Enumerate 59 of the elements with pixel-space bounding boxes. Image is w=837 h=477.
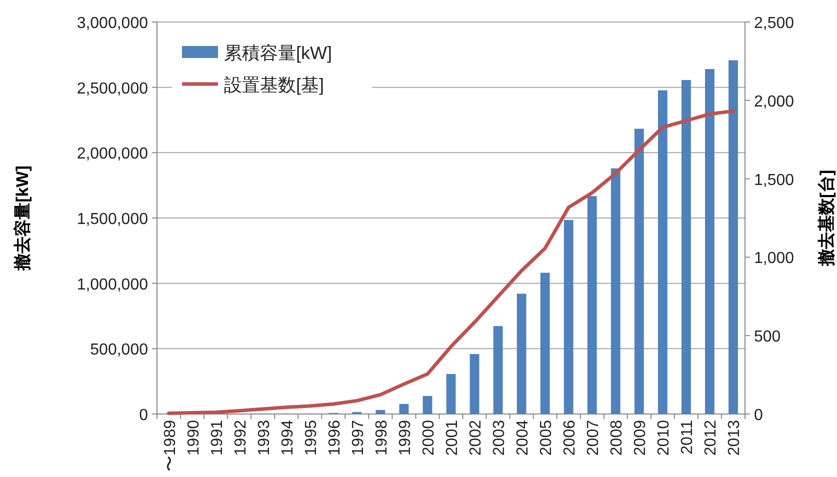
bar [610, 168, 620, 414]
y2-tick-label: 500 [754, 328, 781, 346]
x-tick-label: 1998 [373, 420, 390, 456]
x-tick-label: 2005 [538, 420, 556, 456]
bar [634, 128, 644, 414]
bar [540, 272, 550, 414]
y-tick-label: 0 [139, 407, 148, 424]
bar [587, 196, 597, 414]
y2-tick-label: 0 [754, 407, 763, 424]
y-tick-label: 2,500,000 [76, 80, 148, 98]
y-tick-label: 500,000 [90, 342, 148, 359]
x-tick-label: 2006 [562, 420, 579, 456]
x-tick-label: 1991 [208, 420, 226, 456]
x-tick-label: 2003 [491, 420, 508, 456]
bar [681, 80, 691, 414]
x-tick-label: 2002 [468, 420, 485, 456]
bar [728, 60, 738, 414]
bar [564, 220, 574, 414]
bar [516, 294, 526, 414]
y-axis-title: 撤去容量[kW] [13, 166, 32, 272]
y-tick-label: 2,000,000 [76, 146, 148, 163]
bar [705, 69, 714, 414]
x-tick-label: 1996 [326, 420, 344, 456]
x-tick-label: 2011 [679, 420, 696, 454]
x-tick-label: 2001 [444, 420, 461, 456]
bar [399, 404, 409, 414]
y2-tick-label: 2,500 [754, 15, 794, 32]
y2-tick-label: 1,500 [754, 172, 794, 189]
bar [493, 326, 503, 414]
x-tick-label: 1993 [256, 420, 273, 456]
x-tick-label: 1997 [350, 420, 367, 456]
x-tick-label: 1990 [185, 420, 202, 456]
x-tick-label: 2004 [514, 420, 532, 456]
y2-tick-label: 2,000 [754, 93, 794, 110]
bar [376, 410, 386, 414]
x-tick-label: 1999 [396, 420, 414, 456]
x-tick-label: 2007 [585, 420, 602, 456]
x-tick-label: 1992 [232, 420, 250, 456]
x-tick-label: 2010 [656, 420, 673, 456]
bar [658, 90, 668, 414]
x-tick-label: 1995 [302, 420, 320, 456]
bar [446, 374, 456, 414]
legend-label: 累積容量[kW] [224, 43, 332, 63]
x-tick-label: 1994 [279, 420, 296, 456]
y-tick-label: 1,000,000 [76, 276, 148, 294]
x-tick-label: 2009 [632, 420, 650, 456]
bar [422, 396, 432, 414]
y-tick-label: 3,000,000 [76, 15, 148, 32]
bar [470, 354, 480, 414]
y-tick-label: 1,500,000 [76, 211, 148, 228]
legend-label: 設置基数[基] [224, 75, 324, 95]
x-tick-label: 2012 [702, 420, 720, 456]
x-tick-label: 2008 [608, 420, 626, 456]
x-tick-label: 2000 [420, 420, 438, 456]
line-series [167, 109, 735, 415]
y2-axis-title: 撤去基数[台] [817, 170, 836, 268]
y2-tick-label: 1,000 [754, 250, 794, 268]
x-tick-label: 2013 [726, 420, 744, 456]
x-tick-label: 〜1989 [162, 420, 179, 472]
